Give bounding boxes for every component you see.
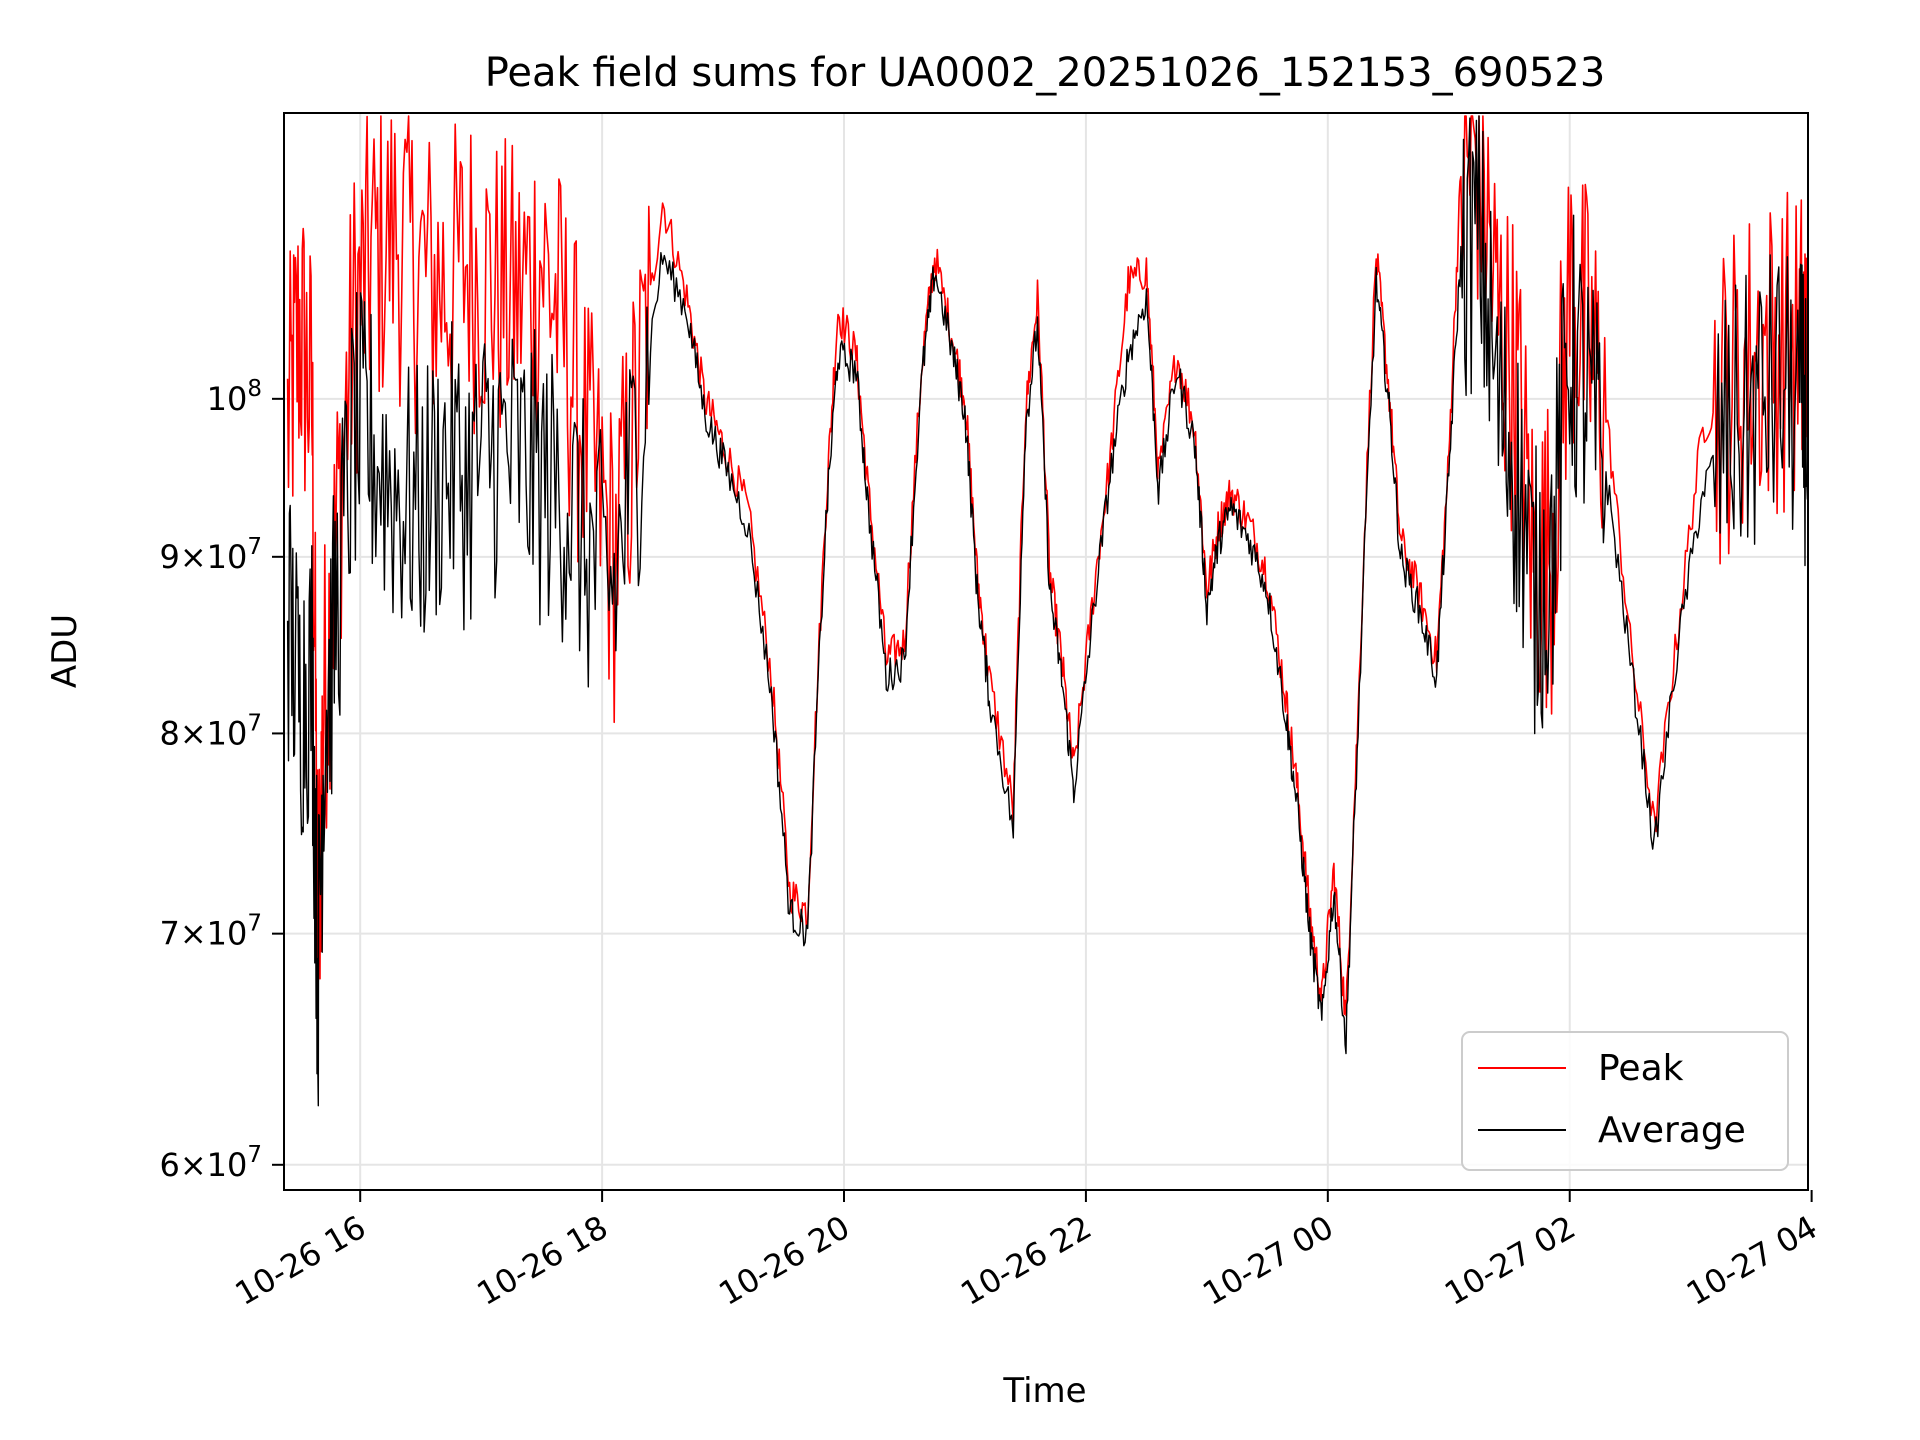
legend-peak-label: Peak [1598, 1048, 1684, 1089]
y-axis: 6×107 7×107 8×107 9×107 108 [159, 376, 284, 1184]
chart-title: Peak field sums for UA0002_20251026_1521… [485, 50, 1606, 96]
y-axis-label: ADU [45, 614, 85, 688]
series-line-peak [286, 115, 1809, 1017]
series-line-average [286, 115, 1809, 1107]
y-tick-label: 9×107 [159, 534, 262, 576]
legend: Peak Average [1461, 1031, 1789, 1171]
legend-frame [1461, 1031, 1789, 1171]
series-layer [286, 115, 1809, 1107]
x-axis-label: Time [1002, 1371, 1086, 1411]
plot-frame [283, 112, 1809, 1191]
y-tick-label: 7×107 [159, 911, 262, 953]
y-tick-label: 108 [207, 376, 262, 418]
y-tick-label: 8×107 [159, 710, 262, 752]
y-tick-label: 6×107 [159, 1142, 262, 1184]
legend-average-label: Average [1598, 1110, 1746, 1151]
